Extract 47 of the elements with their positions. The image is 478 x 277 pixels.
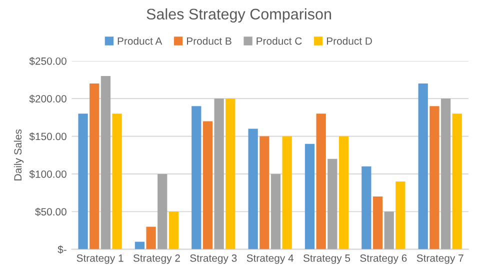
legend-label: Product A <box>118 37 162 45</box>
y-tick-label: $100.00 <box>29 170 66 178</box>
bar <box>100 76 111 250</box>
bar <box>226 98 236 250</box>
y-tick-label: $150.00 <box>29 132 66 141</box>
bar <box>282 136 292 250</box>
bar <box>78 114 88 250</box>
x-tick-label: Strategy 3 <box>190 254 237 264</box>
bar <box>430 106 440 250</box>
legend-label: Product B <box>187 37 232 45</box>
bar <box>304 144 315 250</box>
chart-title: Sales Strategy Comparison <box>146 8 331 23</box>
bar <box>328 158 338 250</box>
bar <box>396 181 406 250</box>
bar <box>158 174 168 250</box>
bar <box>90 84 100 250</box>
bar <box>112 114 122 250</box>
bar <box>146 226 156 250</box>
bar <box>384 212 394 250</box>
y-tick-label: $- <box>58 245 66 254</box>
bar <box>338 136 349 250</box>
x-tick-label: Strategy 6 <box>360 254 407 264</box>
bar <box>316 114 326 250</box>
bar <box>452 114 462 250</box>
y-axis-title: Daily Sales <box>14 129 24 180</box>
bar <box>168 212 179 250</box>
bar <box>260 136 270 250</box>
x-tick-label: Strategy 1 <box>76 254 124 264</box>
bar <box>214 98 224 250</box>
bar <box>362 166 372 250</box>
bar <box>134 242 145 250</box>
y-tick-label: $50.00 <box>35 208 66 216</box>
x-tick-label: Strategy 4 <box>246 254 294 264</box>
x-tick-label: Strategy 5 <box>303 254 350 264</box>
y-tick-label: $200.00 <box>29 94 66 104</box>
bar <box>192 106 202 250</box>
legend-label: Product D <box>326 37 372 45</box>
bar <box>248 128 258 250</box>
x-tick-label: Strategy 2 <box>133 254 180 264</box>
y-tick-label: $250.00 <box>29 57 66 66</box>
bar <box>440 98 451 250</box>
bar <box>418 84 428 250</box>
bar <box>270 174 281 250</box>
bar <box>372 196 383 250</box>
x-tick-label: Strategy 7 <box>416 254 464 264</box>
bar <box>202 121 213 250</box>
legend-label: Product C <box>256 37 302 45</box>
